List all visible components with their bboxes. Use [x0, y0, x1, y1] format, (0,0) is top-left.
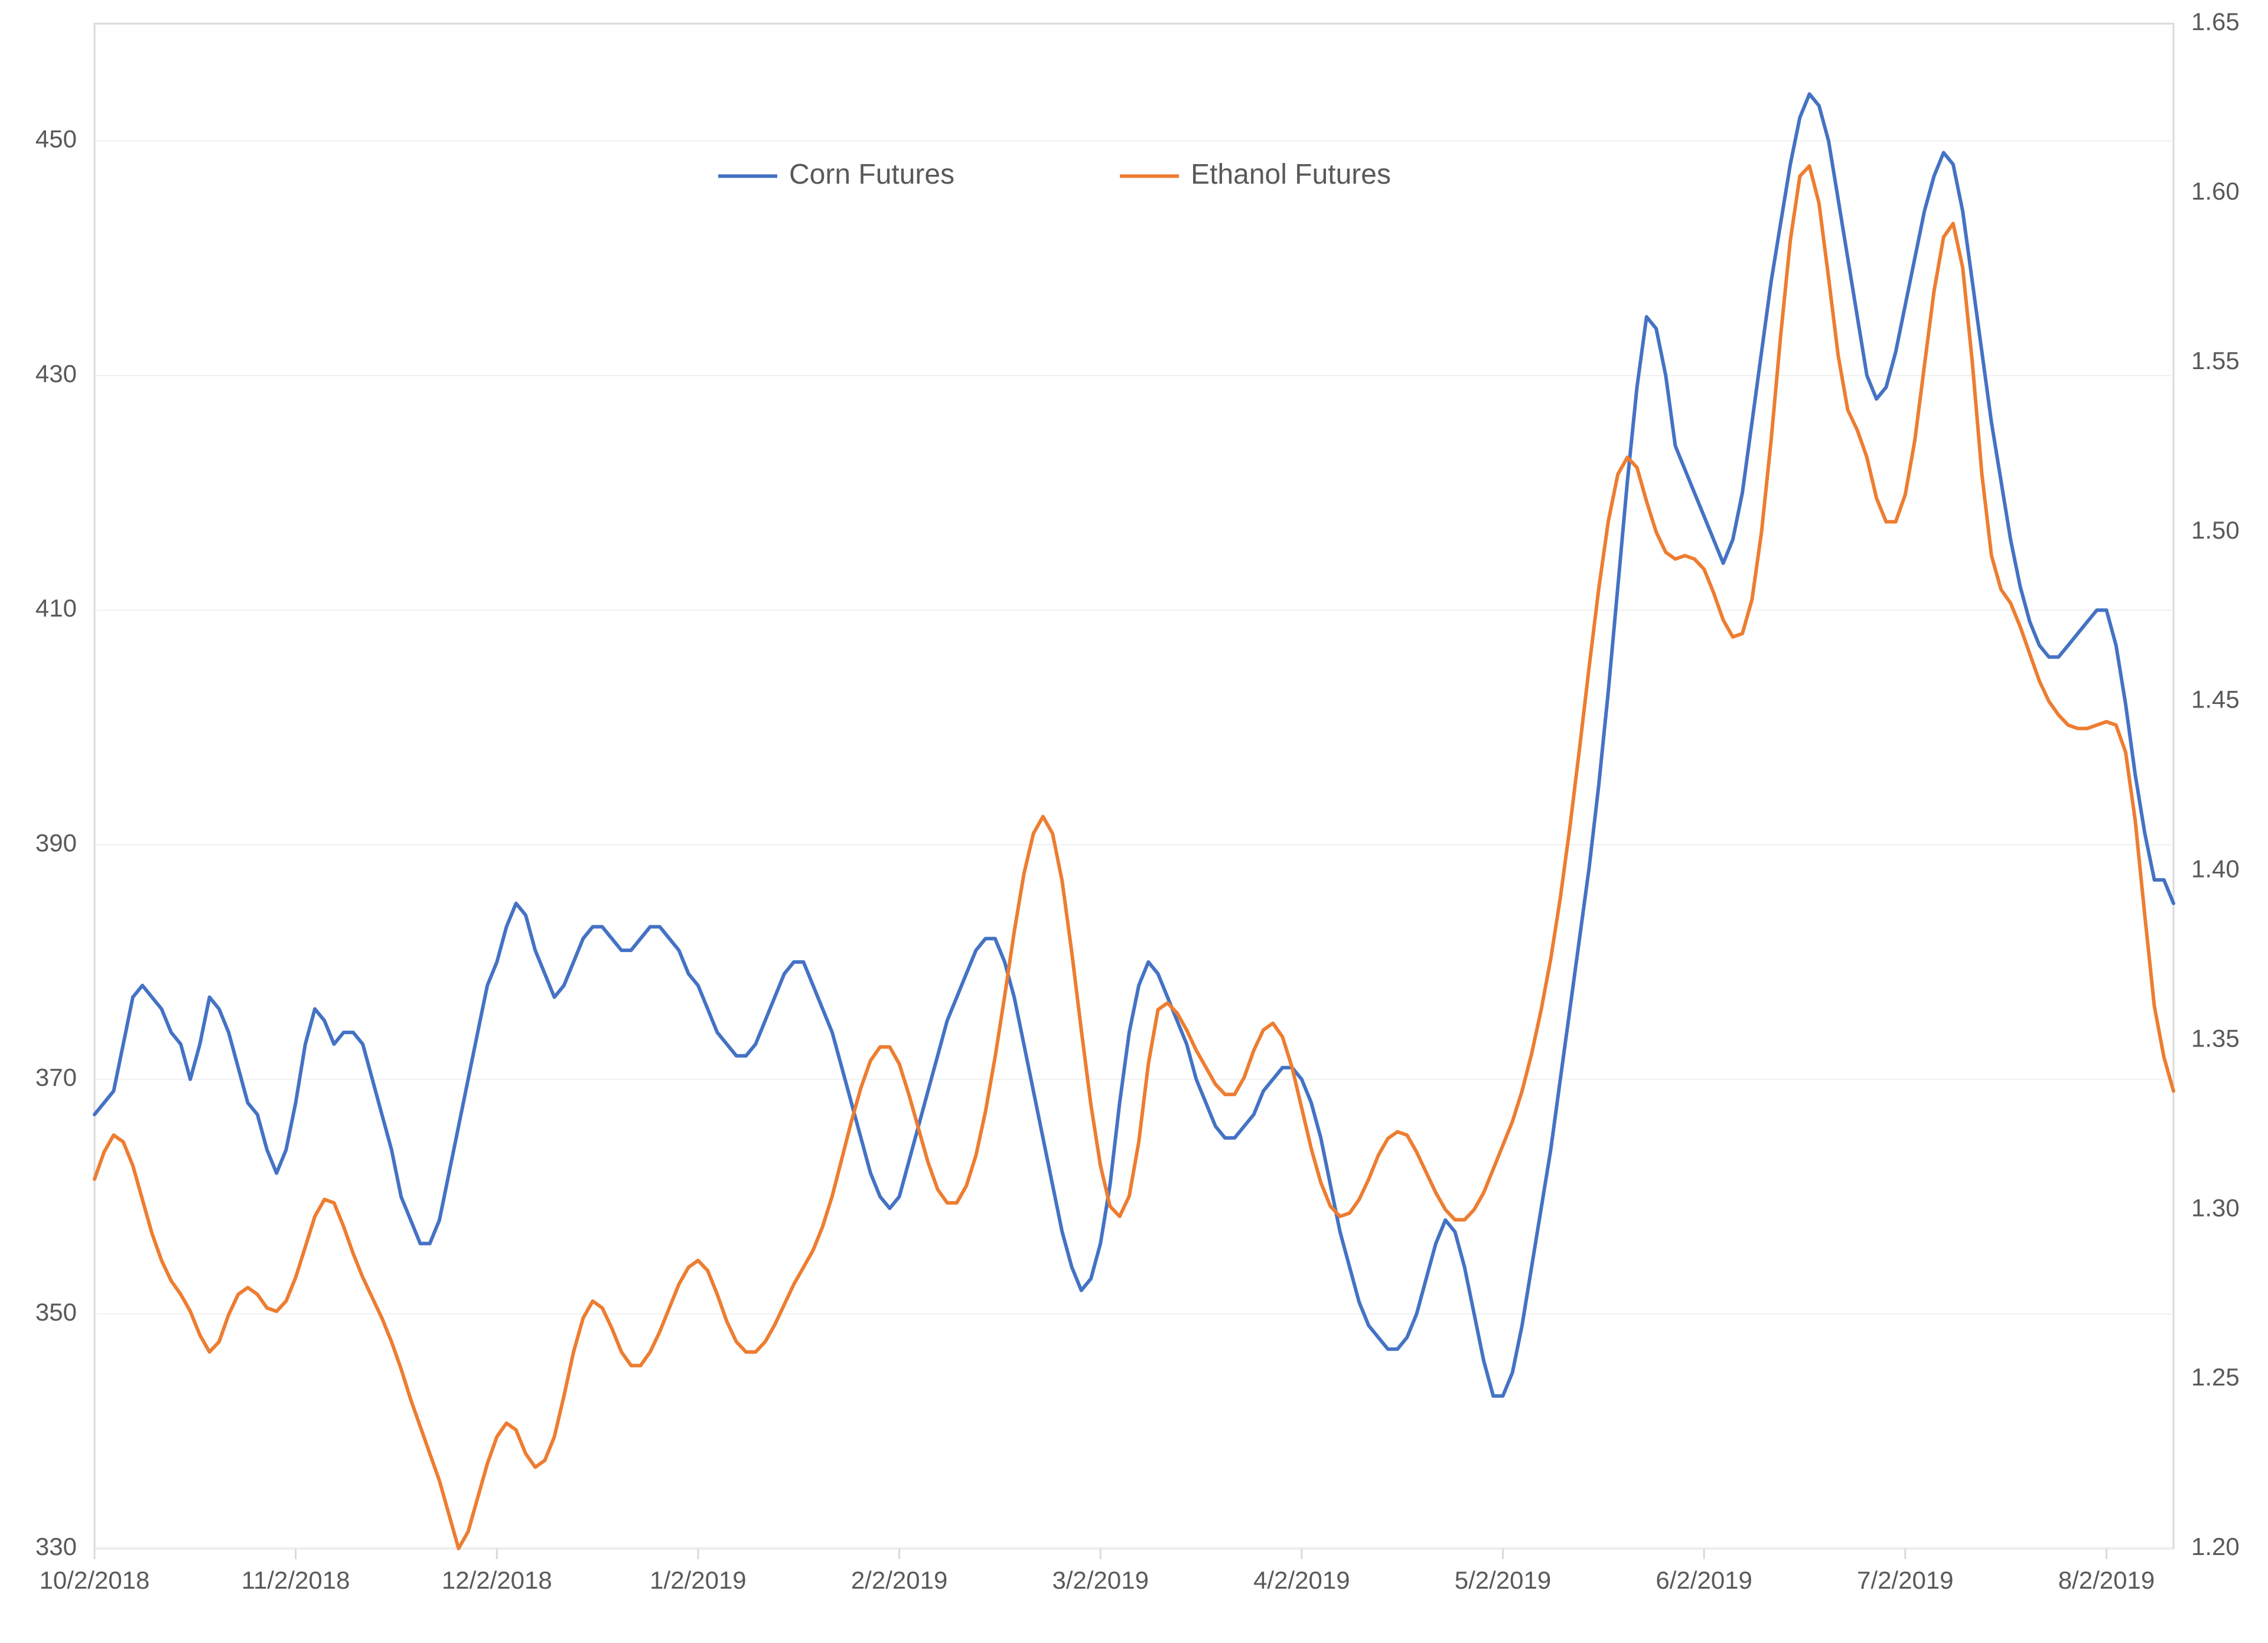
- y-right-tick-label: 1.65: [2191, 8, 2240, 35]
- y-left-tick-label: 330: [35, 1533, 77, 1560]
- x-tick-label: 6/2/2019: [1656, 1566, 1752, 1594]
- y-right-tick-label: 1.25: [2191, 1363, 2240, 1391]
- y-right-tick-label: 1.40: [2191, 855, 2240, 883]
- x-tick-label: 2/2/2019: [851, 1566, 948, 1594]
- y-left-tick-label: 370: [35, 1064, 77, 1091]
- x-tick-label: 11/2/2018: [242, 1566, 350, 1594]
- y-right-tick-label: 1.60: [2191, 177, 2240, 205]
- legend-label: Ethanol Futures: [1191, 159, 1391, 190]
- x-tick-label: 3/2/2019: [1052, 1566, 1149, 1594]
- y-right-tick-label: 1.55: [2191, 347, 2240, 374]
- y-right-tick-label: 1.30: [2191, 1194, 2240, 1221]
- x-tick-label: 1/2/2019: [650, 1566, 747, 1594]
- y-right-tick-label: 1.50: [2191, 516, 2240, 544]
- y-left-tick-label: 410: [35, 594, 77, 622]
- y-left-tick-label: 450: [35, 125, 77, 153]
- y-left-tick-label: 390: [35, 829, 77, 856]
- x-tick-label: 4/2/2019: [1253, 1566, 1350, 1594]
- x-tick-label: 12/2/2018: [442, 1566, 552, 1594]
- chart-svg: 330 350 370 390 410 430 450 1.20 1.25 1.30 1.35 1.4…: [0, 0, 2268, 1643]
- y-right-tick-label: 1.20: [2191, 1533, 2240, 1560]
- futures-dual-axis-chart: 330 350 370 390 410 430 450 1.20 1.25 1.30 1.35 1.4…: [0, 0, 2268, 1643]
- y-left-tick-label: 350: [35, 1298, 77, 1326]
- x-tick-label: 5/2/2019: [1455, 1566, 1552, 1594]
- x-tick-label: 7/2/2019: [1857, 1566, 1954, 1594]
- y-right-tick-label: 1.35: [2191, 1024, 2240, 1052]
- x-tick-label: 10/2/2018: [40, 1566, 150, 1594]
- x-tick-label: 8/2/2019: [2058, 1566, 2155, 1594]
- y-right-tick-label: 1.45: [2191, 686, 2240, 713]
- y-left-tick-label: 430: [35, 360, 77, 387]
- legend-label: Corn Futures: [789, 159, 954, 190]
